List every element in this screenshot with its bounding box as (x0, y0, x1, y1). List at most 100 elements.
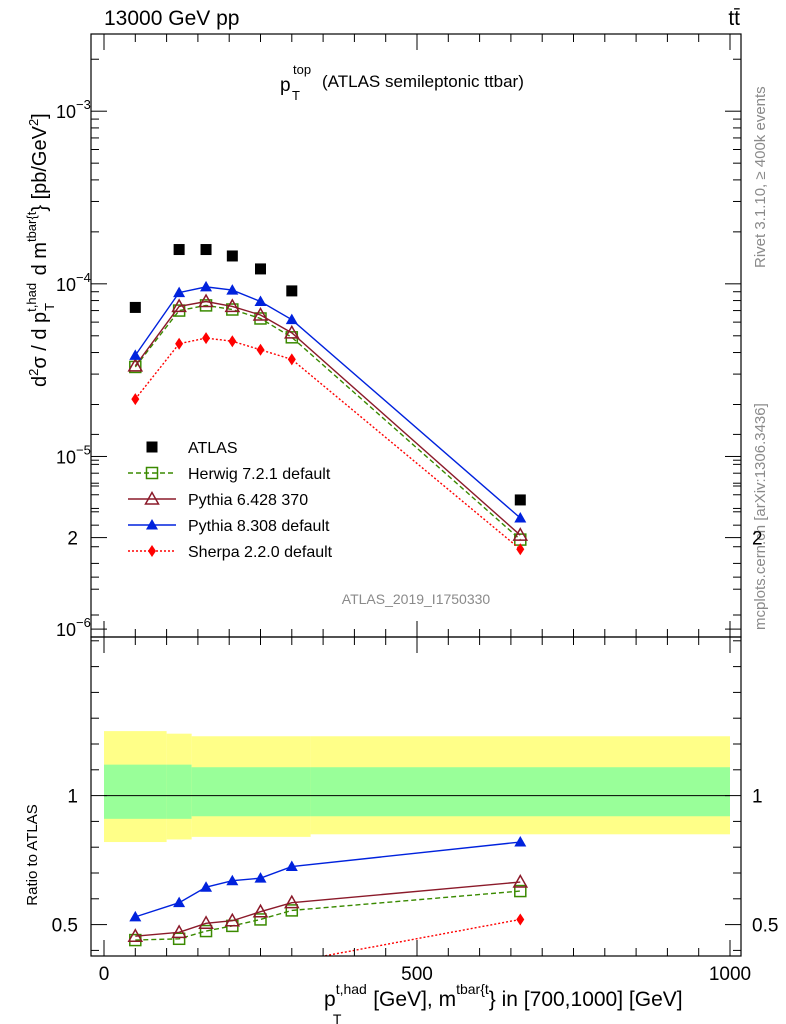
legend-label-pythia8: Pythia 8.308 default (188, 518, 330, 535)
ratio-uncertainty-bands (104, 731, 730, 843)
ratio-point-3-4 (257, 962, 265, 974)
ratio-point-2-5 (285, 860, 298, 872)
x-tick-label: 500 (401, 964, 433, 985)
ratio-point-2-0 (129, 910, 142, 922)
main-point-2-5 (284, 324, 300, 339)
x-tick-label: 1000 (709, 964, 751, 985)
ratio-point-2-1 (173, 896, 186, 908)
main-point-1-0 (129, 360, 142, 374)
ratio-ytick-label-left: 1 (67, 787, 78, 808)
ratio-ytick-label-left: 2 (67, 529, 78, 550)
ratio-line-0 (135, 890, 521, 941)
main-point-4-6 (516, 543, 525, 556)
title-main: p (280, 75, 291, 96)
main-point-3-3 (226, 284, 239, 295)
ratio-ytick-label-right: 2 (752, 529, 763, 550)
main-point-2-4 (252, 306, 269, 321)
main-point-0-0 (129, 301, 141, 313)
ratio-inner-band (310, 767, 730, 817)
ratio-point-0-5 (285, 904, 299, 917)
ratio-point-1-5 (284, 894, 300, 909)
ratio-point-3-1 (175, 974, 183, 986)
legend-label-atlas: ATLAS (188, 440, 238, 457)
main-ytick-label: 10−6 (56, 615, 91, 640)
analysis-watermark: ATLAS_2019_I1750330 (342, 591, 491, 607)
legend-marker-2 (144, 490, 160, 505)
main-point-3-4 (254, 295, 267, 307)
ratio-inner-band (104, 764, 167, 819)
ratio-point-3-5 (288, 956, 296, 968)
main-plot-series (127, 244, 529, 556)
main-point-3-2 (200, 280, 213, 292)
main-point-0-1 (173, 244, 185, 256)
main-point-3-6 (514, 512, 527, 523)
ratio-point-1-6 (512, 874, 529, 888)
main-point-3-1 (173, 286, 186, 298)
legend: ATLAS Herwig 7.2.1 default Pythia 6.428 … (128, 440, 333, 561)
main-title: p top T (ATLAS semileptonic ttbar) (280, 62, 524, 103)
ratio-point-3-0 (131, 973, 139, 985)
main-point-2-1 (171, 298, 187, 313)
ratio-line-3 (320, 918, 521, 956)
ratio-point-3-2 (202, 969, 210, 981)
legend-label-pythia6: Pythia 6.428 370 (188, 492, 308, 509)
legend-label-herwig: Herwig 7.2.1 default (188, 466, 331, 483)
title-sup: top (293, 62, 311, 77)
main-line-2 (134, 300, 521, 536)
ratio-point-0-4 (254, 913, 267, 926)
main-point-0-3 (226, 250, 238, 262)
ratio-point-1-3 (224, 912, 241, 927)
main-point-2-2 (198, 293, 214, 308)
main-point-4-5 (287, 353, 296, 366)
ratio-point-0-2 (199, 924, 213, 938)
ratio-frame (90, 636, 742, 957)
main-point-4-0 (131, 393, 140, 406)
ratio-point-1-0 (127, 928, 144, 942)
main-point-0-6 (514, 494, 526, 506)
main-point-2-0 (127, 357, 144, 372)
ratio-ylabel: Ratio to ATLAS (24, 804, 41, 905)
ratio-line-2 (135, 841, 521, 918)
main-point-3-5 (285, 313, 298, 325)
main-ytick-label: 10−3 (56, 97, 91, 122)
legend-marker-0 (146, 441, 158, 453)
ratio-ytick-label-right: 0.5 (752, 916, 778, 937)
ratio-point-1-4 (252, 903, 269, 918)
legend-marker-1 (145, 466, 159, 480)
ratio-ytick-label-left: 0.5 (52, 916, 78, 937)
main-point-4-1 (175, 337, 184, 350)
ratio-line-1 (135, 881, 521, 937)
process-label: tt̄ (728, 7, 740, 30)
x-axis-label: pt,had T [GeV], mtbar{t} in [700,1000] [G… (324, 981, 683, 1024)
main-ytick-label: 10−5 (56, 442, 91, 467)
energy-label: 13000 GeV pp (104, 7, 239, 30)
ratio-point-2-4 (254, 872, 267, 883)
ratio-point-1-1 (171, 924, 187, 939)
main-point-0-2 (200, 244, 212, 256)
series-layer (127, 244, 529, 986)
main-ytick-label: 10−4 (56, 270, 91, 295)
main-ylabel: d2σ / d pt,had T d mtbar{t} [pb/GeV2] (24, 113, 57, 387)
mcplots-label: mcplots.cern.ch [arXiv:1306.3436] (752, 403, 769, 630)
x-tick-label: 0 (99, 964, 110, 985)
ratio-point-2-2 (200, 881, 213, 892)
title-rest: (ATLAS semileptonic ttbar) (322, 72, 524, 91)
ratio-inner-band (166, 764, 192, 819)
ratio-point-0-1 (172, 932, 186, 946)
main-point-4-2 (202, 332, 211, 345)
ratio-point-1-2 (198, 915, 214, 930)
ratio-inner-band (191, 767, 311, 817)
main-point-0-4 (255, 263, 266, 275)
main-point-4-4 (256, 343, 265, 356)
ratio-point-2-6 (514, 836, 527, 847)
main-point-3-0 (129, 349, 142, 360)
title-sub: T (292, 88, 300, 103)
main-point-2-6 (512, 527, 529, 541)
axes: 10−6 10−5 10−4 10−3 0.5 0.5 1 1 2 2 0 500 1000 (52, 33, 778, 985)
ratio-point-0-6 (514, 884, 527, 898)
ratio-ytick-label-right: 1 (752, 787, 763, 808)
legend-marker-4 (148, 545, 156, 557)
main-point-4-3 (228, 335, 237, 348)
ratio-point-3-3 (228, 965, 236, 977)
